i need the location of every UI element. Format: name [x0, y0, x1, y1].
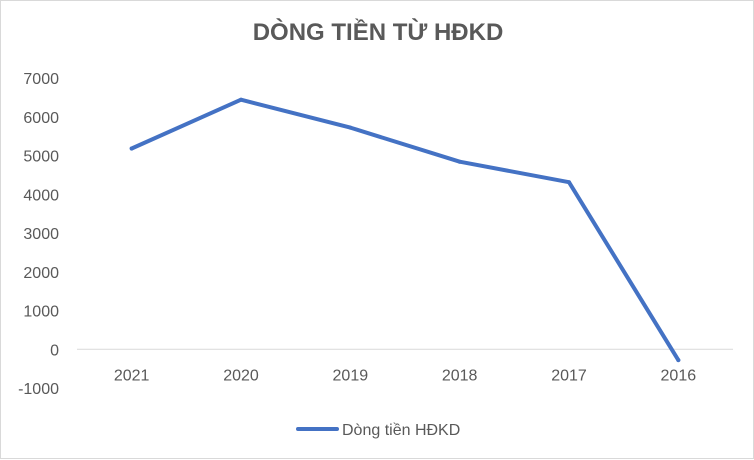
y-tick-label: 6000 [23, 110, 59, 127]
data-point [457, 159, 462, 164]
series-group [129, 97, 681, 363]
data-point [348, 125, 353, 130]
y-tick-label: 0 [50, 342, 59, 359]
legend: Dòng tiền HĐKD [296, 422, 460, 439]
x-tick-label: 2021 [114, 367, 150, 384]
x-tick-label: 2019 [333, 367, 369, 384]
data-point [676, 358, 681, 363]
x-tick-label: 2018 [442, 367, 478, 384]
y-tick-label: 4000 [23, 187, 59, 204]
data-point [239, 97, 243, 102]
data-point [129, 146, 134, 151]
series-line [129, 97, 681, 363]
y-tick-label: 1000 [23, 304, 59, 321]
x-axis-ticks: 2021 2020 2019 2018 2017 2016 [114, 367, 696, 384]
y-tick-label: 3000 [23, 226, 59, 243]
y-tick-label: 7000 [23, 71, 59, 88]
x-tick-label: 2016 [661, 367, 697, 384]
y-tick-label: -1000 [18, 381, 59, 398]
legend-label: Dòng tiền HĐKD [342, 422, 460, 439]
x-tick-label: 2017 [551, 367, 587, 384]
y-tick-label: 2000 [23, 265, 59, 282]
chart-title: DÒNG TIỀN TỪ HĐKD [252, 19, 504, 46]
y-tick-label: 5000 [23, 149, 59, 166]
y-axis-ticks: 7000 6000 5000 4000 3000 2000 1000 0 -1000 [18, 71, 59, 398]
data-point [567, 180, 571, 185]
x-tick-label: 2020 [223, 367, 259, 384]
